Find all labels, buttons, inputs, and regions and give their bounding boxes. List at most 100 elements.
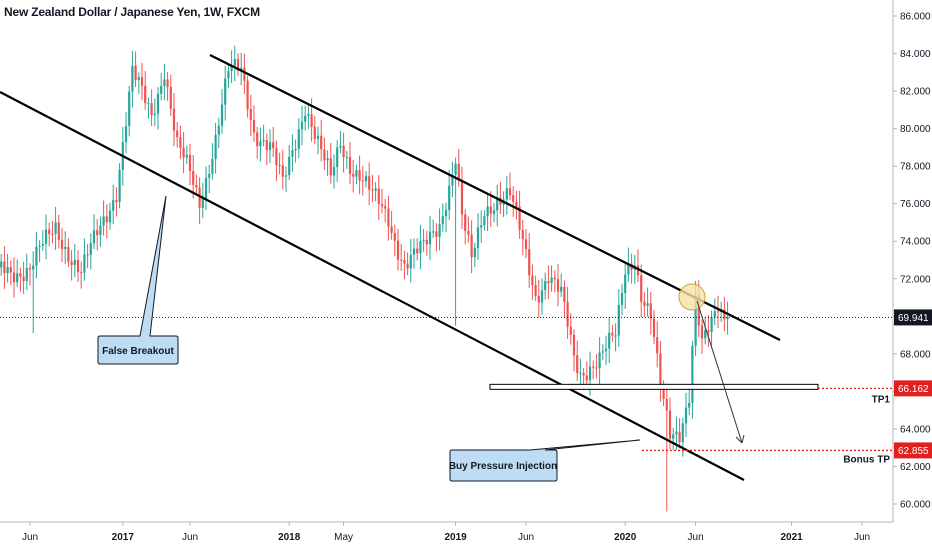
candle-body (595, 367, 598, 369)
rejection-highlight-circle (678, 283, 706, 311)
candle-body (342, 146, 345, 158)
candle-body (252, 120, 256, 133)
price-tick-label: 64.000 (900, 424, 931, 435)
candle-body (16, 273, 19, 283)
candle-body (416, 248, 419, 254)
candle-body (195, 184, 198, 188)
candle-body (179, 137, 182, 148)
candle-body (131, 65, 134, 92)
candle-body (707, 330, 710, 333)
candle-body (230, 65, 233, 72)
candle-body (28, 267, 32, 270)
candle-body (435, 231, 438, 237)
candle-body (320, 135, 323, 150)
candle-body (326, 158, 329, 161)
candle-body (358, 170, 361, 181)
candle-body (563, 286, 566, 302)
candle-body (80, 272, 83, 274)
candle-body (384, 206, 387, 209)
last-price-tag-text: 69.941 (898, 313, 929, 324)
candle-body (300, 121, 304, 130)
candle-body (89, 243, 92, 255)
time-axis[interactable]: Jun 2017 Jun 2018 May 2019 Jun 2020 Jun 2021 Jun (0, 521, 893, 543)
price-tick-label: 74.000 (900, 237, 931, 248)
price-tick-label: 78.000 (900, 162, 931, 173)
candle-body (99, 225, 102, 236)
candle-body (348, 157, 352, 174)
candle-body (9, 266, 12, 273)
candle-body (144, 85, 147, 104)
candle-body (278, 165, 281, 167)
candle-body (646, 303, 649, 306)
candle-body (310, 114, 313, 127)
candle-body (464, 214, 467, 232)
candle-body (467, 231, 470, 235)
candle-body (32, 265, 35, 270)
candle-body (620, 293, 624, 305)
candle-body (275, 148, 278, 166)
candle-body (614, 335, 617, 337)
candle-body (160, 85, 163, 94)
candle-body (67, 247, 70, 262)
candle-body (147, 103, 150, 105)
time-tick-label: May (334, 532, 353, 543)
candle-body (579, 372, 582, 374)
candle-body (294, 148, 297, 151)
candle-body (35, 246, 38, 266)
candle-body (163, 79, 166, 86)
candle-body (496, 197, 499, 211)
candle-body (92, 230, 96, 244)
candle-body (662, 387, 665, 399)
candle-body (198, 187, 201, 208)
candle-body (483, 216, 486, 226)
candle-body (566, 301, 569, 327)
candle-body (236, 59, 240, 71)
candle-body (678, 431, 681, 443)
candle-body (339, 146, 342, 148)
candle-body (659, 353, 662, 388)
price-tick-label: 82.000 (900, 87, 931, 98)
candle-body (265, 140, 268, 151)
candle-body (726, 317, 729, 320)
candle-body (249, 109, 252, 121)
channel-lower-line (0, 91, 745, 481)
candle-body (640, 275, 643, 302)
candle-body (428, 231, 432, 245)
candle-body (64, 247, 67, 250)
candle-body (681, 423, 684, 443)
candle-body (374, 188, 377, 191)
candle-body (444, 210, 448, 217)
price-tags: 69.941 66.162 62.855 (894, 309, 932, 459)
time-tick-label: 2021 (780, 532, 803, 543)
candle-body (307, 114, 310, 116)
candle-body (108, 210, 112, 223)
candle-body (396, 240, 400, 260)
candle-body (547, 281, 550, 284)
candle-body (102, 216, 105, 226)
candles-group (0, 45, 729, 512)
price-tick-label: 84.000 (900, 49, 931, 60)
candle-body (521, 229, 524, 240)
candle-body (214, 134, 217, 159)
level-price-tag-text: 66.162 (898, 384, 929, 395)
candle-body (153, 113, 156, 116)
candle-body (105, 216, 108, 223)
buy-pressure-callout (449, 439, 641, 482)
candle-body (592, 366, 595, 368)
candle-body (572, 334, 576, 356)
candle-body (51, 233, 54, 235)
candle-body (54, 222, 57, 234)
candle-body (272, 142, 275, 149)
candle-body (617, 304, 620, 336)
time-tick-label: 2018 (278, 532, 301, 543)
candle-body (611, 332, 614, 336)
candle-body (371, 189, 374, 191)
candle-body (569, 326, 572, 335)
level-price-tag-bg (894, 442, 932, 459)
candle-body (19, 273, 22, 277)
candle-body (313, 126, 316, 140)
candle-body (304, 115, 307, 122)
candle-body (355, 170, 358, 177)
candle-body (201, 198, 204, 208)
